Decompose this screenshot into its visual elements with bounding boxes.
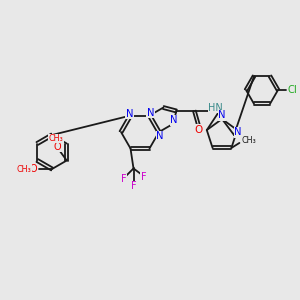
- Text: HN: HN: [208, 103, 223, 113]
- Text: CH₃: CH₃: [241, 136, 256, 146]
- Text: CH₃: CH₃: [16, 164, 32, 173]
- Text: F: F: [131, 182, 136, 191]
- Text: O: O: [54, 142, 62, 152]
- Text: O: O: [29, 164, 37, 174]
- Text: N: N: [156, 131, 164, 141]
- Text: Cl: Cl: [287, 85, 297, 95]
- Text: N: N: [147, 107, 154, 118]
- Text: O: O: [194, 125, 202, 135]
- Text: N: N: [126, 109, 133, 118]
- Text: F: F: [141, 172, 146, 182]
- Text: N: N: [218, 110, 226, 120]
- Text: F: F: [121, 175, 126, 184]
- Text: CH₃: CH₃: [48, 134, 63, 143]
- Text: N: N: [170, 115, 178, 125]
- Text: N: N: [235, 127, 242, 137]
